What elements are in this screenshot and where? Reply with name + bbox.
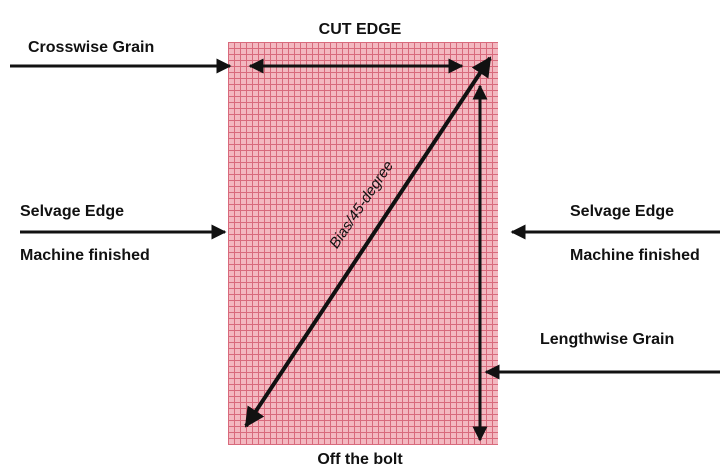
selvage-left-label: Selvage Edge	[20, 203, 124, 220]
off-bolt-label: Off the bolt	[317, 451, 403, 468]
machine-right-label: Machine finished	[570, 247, 700, 264]
crosswise-label: Crosswise Grain	[28, 39, 154, 56]
machine-left-label: Machine finished	[20, 247, 150, 264]
bias-arrow	[244, 56, 492, 428]
lengthwise-label: Lengthwise Grain	[540, 331, 674, 348]
fabric	[228, 42, 498, 445]
selvage-right-label: Selvage Edge	[570, 203, 674, 220]
cut-edge-label: CUT EDGE	[319, 21, 402, 38]
